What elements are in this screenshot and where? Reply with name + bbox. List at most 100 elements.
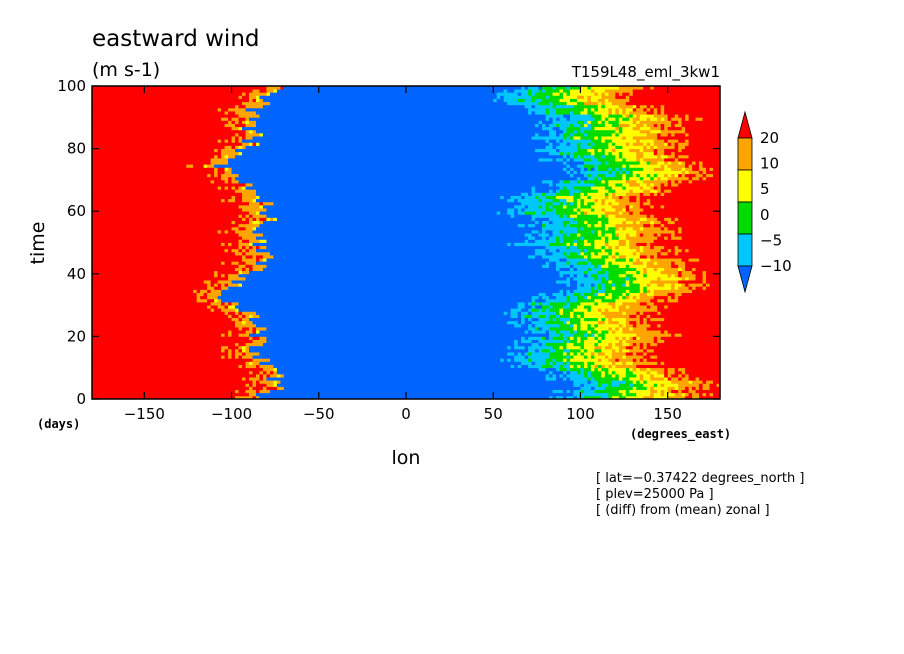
heatmap-cell [583,251,592,256]
heatmap-cell [563,395,567,400]
heatmap-cell [92,298,198,303]
heatmap-cell [688,179,693,184]
heatmap-cell [678,120,683,124]
heatmap-cell [615,223,644,228]
heatmap-cell [552,126,560,131]
heatmap-cell [622,167,627,171]
heatmap-cell [706,173,714,178]
heatmap-cell [618,323,623,328]
heatmap-cell [594,336,599,340]
heatmap-cell [622,283,627,287]
heatmap-cell [639,192,644,196]
heatmap-cell [231,352,236,356]
heatmap-cell [650,386,655,391]
heatmap-cell [604,208,616,212]
heatmap-cell [235,352,243,356]
heatmap-cell [252,314,260,319]
heatmap-cell [625,352,634,356]
heatmap-cell [252,383,257,387]
heatmap-cell [643,373,651,378]
heatmap-cell [608,111,613,115]
heatmap-cell [217,229,222,234]
heatmap-cell [632,120,637,124]
heatmap-cell [214,286,222,290]
heatmap-cell [597,320,606,325]
heatmap-cell [92,154,215,159]
heatmap-cell [583,157,592,162]
heatmap-cell [566,136,571,140]
heatmap-cell [601,104,606,109]
heatmap-cell [238,151,243,156]
heatmap-cell [625,114,630,118]
heatmap-cell [563,305,571,309]
heatmap-cell [587,142,592,146]
heatmap-cell [524,355,529,359]
heatmap-cell [608,330,613,334]
heatmap-cell [224,305,229,309]
heatmap-cell [566,295,571,300]
heatmap-cell [210,280,218,284]
heatmap-cell [576,286,592,290]
heatmap-cell [636,267,644,272]
heatmap-cell [196,289,201,293]
heatmap-cell [583,292,595,297]
heatmap-cell [646,198,651,203]
heatmap-cell [552,117,557,121]
heatmap-cell [643,148,655,153]
heatmap-cell [657,342,721,347]
heatmap-cell [235,132,239,137]
heatmap-cell [503,311,508,315]
heatmap-cell [650,86,655,90]
heatmap-cell [674,233,721,237]
heatmap-cell [594,327,609,331]
heatmap-cell [242,120,246,124]
heatmap-cell [639,233,644,237]
heatmap-cell [535,251,546,256]
heatmap-cell [590,323,595,328]
heatmap-cell [242,217,246,221]
heatmap-cell [618,92,623,96]
heatmap-cell [671,189,721,193]
heatmap-cell [618,308,658,312]
heatmap-cell [238,95,243,99]
heatmap-cell [615,330,623,334]
heatmap-cell [552,183,557,187]
heatmap-cell [660,361,665,365]
heatmap-cell [604,123,613,128]
heatmap-cell [611,317,627,322]
heatmap-cell [563,136,567,140]
heatmap-cell [549,236,557,240]
heatmap-cell [245,383,250,387]
heatmap-cell [262,201,274,206]
heatmap-cell [238,273,560,278]
heatmap-cell [92,327,239,331]
heatmap-cell [657,186,662,190]
heatmap-cell [224,186,229,190]
heatmap-cell [528,192,532,196]
heatmap-cell [255,392,574,397]
heatmap-cell [604,295,613,300]
heatmap-cell [622,136,627,140]
heatmap-cell [521,192,529,196]
heatmap-cell [249,348,529,353]
heatmap-cell [587,201,595,206]
heatmap-cell [601,179,606,184]
heatmap-cell [249,242,253,247]
heatmap-cell [235,320,243,325]
heatmap-cell [604,386,634,391]
heatmap-cell [569,264,574,268]
heatmap-cell [535,195,539,200]
heatmap-cell [92,386,250,391]
heatmap-cell [629,111,648,115]
heatmap-cell [252,242,508,247]
heatmap-cell [688,139,721,143]
heatmap-cell [500,195,505,200]
heatmap-cell [259,114,546,118]
heatmap-cell [594,111,609,115]
heatmap-cell [531,352,550,356]
heatmap-cell [249,239,260,243]
heatmap-cell [618,233,627,237]
heatmap-cell [611,123,620,128]
heatmap-cell [590,208,595,212]
heatmap-cell [576,98,588,103]
